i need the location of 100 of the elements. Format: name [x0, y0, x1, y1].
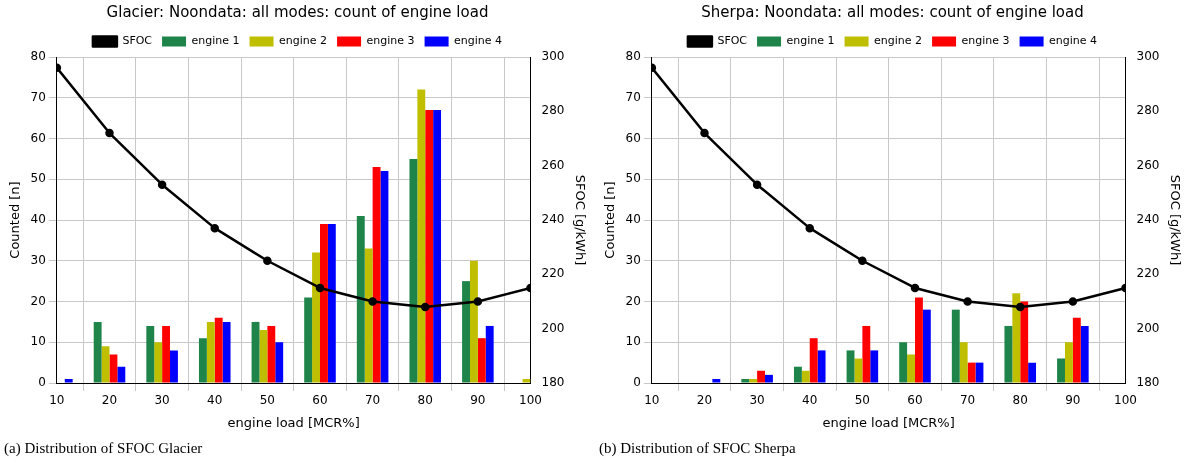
y-tick-label: 80 [625, 49, 641, 64]
bar [1080, 325, 1089, 383]
text: (b) Distribution of SFOC Sherpa [599, 440, 796, 457]
legend-label: SFOC [717, 34, 748, 48]
y2-tick-label: 280 [541, 103, 565, 118]
y2-tick-label: 280 [1136, 103, 1160, 118]
x-tick-label: 40 [207, 393, 223, 408]
x-tick-label: 50 [259, 393, 276, 408]
x-tick-label: 90 [470, 393, 486, 408]
bar [1004, 325, 1013, 383]
y2-tick-label: 200 [1136, 320, 1160, 335]
bar [757, 370, 766, 383]
y-tick-label: 70 [625, 89, 641, 104]
bar [846, 350, 855, 383]
bar [870, 350, 879, 383]
bar [64, 378, 73, 383]
x-axis-title: engine load [MCR%] [227, 414, 360, 430]
y-tick-label: 80 [30, 49, 46, 64]
point [263, 256, 272, 265]
bar [741, 378, 750, 383]
chart-title: Glacier: Noondata: all modes: count of engine load [106, 2, 489, 21]
x-tick-label: 20 [696, 393, 713, 408]
bar [109, 354, 118, 383]
bar [267, 325, 276, 383]
bar [101, 346, 110, 383]
bar [259, 330, 268, 383]
bar [712, 378, 721, 383]
point [157, 180, 167, 189]
x-tick-label: 80 [1012, 393, 1028, 408]
y-tick-label: 50 [625, 171, 641, 186]
point [858, 256, 867, 265]
x-tick-label: 100 [1114, 393, 1137, 408]
x-tick-label: 30 [749, 393, 765, 408]
bar [793, 366, 802, 383]
point [910, 283, 920, 293]
bar [485, 325, 494, 383]
y-tick-label: 30 [30, 252, 46, 267]
point [1068, 297, 1078, 306]
legend-label: engine 4 [454, 34, 503, 48]
legend-label: engine 3 [366, 34, 415, 48]
y-tick-label: 60 [30, 130, 46, 145]
bar [765, 374, 773, 383]
bar [198, 338, 207, 383]
bar [372, 167, 381, 383]
y-tick-label: 20 [30, 293, 46, 308]
y2-tick-label: 300 [541, 49, 565, 64]
legend-label: engine 2 [874, 34, 923, 48]
bar [959, 342, 968, 383]
point [1016, 302, 1025, 312]
legend-label: engine 3 [961, 34, 1010, 48]
bar [1057, 358, 1065, 383]
point [368, 297, 377, 306]
y2-tick-label: 200 [541, 320, 565, 335]
point [315, 283, 325, 293]
bar [154, 342, 163, 383]
bar [951, 309, 960, 383]
bar [862, 325, 871, 383]
point [473, 297, 483, 306]
x-tick-label: 80 [417, 393, 433, 408]
y2-tick-label: 300 [1136, 49, 1160, 64]
bar [304, 297, 313, 383]
bar [817, 350, 826, 383]
bar [312, 252, 320, 383]
legend-label: engine 4 [1049, 34, 1098, 48]
bar [922, 309, 931, 383]
chart-title: Sherpa: Noondata: all modes: count of engine load [701, 2, 1084, 21]
y-tick-label: 0 [633, 375, 641, 390]
bar [801, 370, 810, 383]
point [421, 302, 430, 312]
x-tick-label: 90 [1065, 393, 1081, 408]
y2-tick-label: 240 [541, 212, 565, 227]
x-tick-label: 60 [907, 393, 923, 408]
y-tick-label: 70 [30, 89, 46, 104]
y-tick-label: 50 [30, 171, 46, 186]
bar [275, 342, 284, 383]
bar [477, 338, 486, 383]
y-tick-label: 40 [625, 212, 641, 227]
bar [915, 297, 923, 383]
bar [409, 158, 418, 383]
x-tick-label: 60 [312, 393, 328, 408]
point [105, 128, 114, 138]
x-tick-label: 70 [364, 393, 381, 408]
bar [1064, 342, 1073, 383]
bar [1028, 362, 1037, 383]
bar [425, 109, 434, 383]
bar [854, 358, 863, 383]
y2-tick-label: 240 [1136, 212, 1160, 227]
point [210, 223, 219, 233]
y-tick-label: 10 [30, 334, 46, 349]
x-tick-label: 40 [802, 393, 818, 408]
bar [967, 362, 976, 383]
legend-label: engine 1 [191, 34, 240, 48]
x-tick-label: 70 [959, 393, 976, 408]
legend-label: engine 2 [279, 34, 328, 48]
y2-axis-title: SFOC [g/kWh] [1167, 174, 1183, 266]
bar [222, 321, 231, 383]
x-tick-label: 10 [49, 393, 65, 408]
bar [462, 281, 470, 383]
bar [749, 378, 758, 383]
bar [170, 350, 178, 383]
